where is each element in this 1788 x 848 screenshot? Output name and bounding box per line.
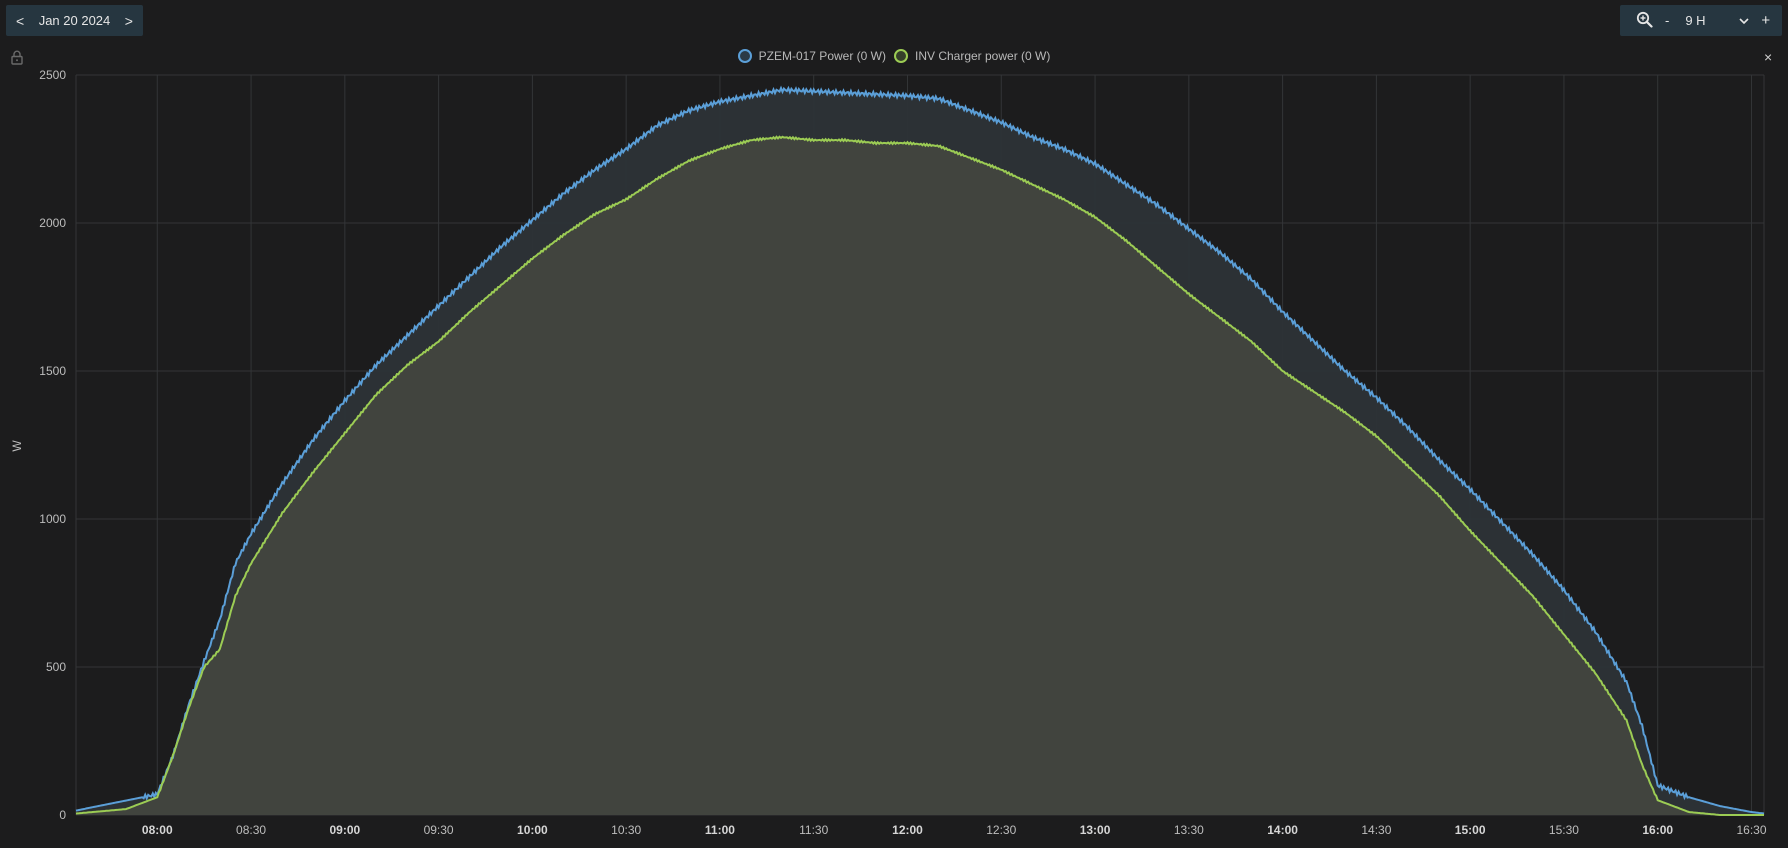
- legend-marker-pzem: [737, 49, 752, 63]
- date-label[interactable]: Jan 20 2024: [38, 13, 111, 28]
- x-tick-12:30: 12:30: [986, 823, 1016, 837]
- y-tick-2500: 2500: [39, 68, 66, 82]
- area-series-1: [76, 136, 1764, 815]
- x-tick-11:30: 11:30: [799, 823, 828, 837]
- line-series-1[interactable]: [75, 135, 1764, 816]
- close-icon[interactable]: ×: [1764, 49, 1773, 65]
- legend-item-inv[interactable]: INV Charger power (0 W): [893, 49, 1051, 63]
- x-tick-14:30: 14:30: [1361, 823, 1391, 837]
- y-axis-label: W: [10, 440, 24, 452]
- zoom-in-button[interactable]: +: [1761, 12, 1771, 29]
- legend-item-pzem[interactable]: PZEM-017 Power (0 W): [737, 49, 886, 63]
- y-tick-500: 500: [46, 660, 66, 674]
- x-tick-08:30: 08:30: [236, 823, 266, 837]
- y-tick-1500: 1500: [39, 364, 66, 378]
- chart-areas: [76, 88, 1764, 816]
- chevron-down-icon[interactable]: [1739, 13, 1749, 28]
- x-tick-13:30: 13:30: [1174, 823, 1204, 837]
- zoom-out-button[interactable]: -: [1665, 13, 1670, 28]
- x-tick-10:00: 10:00: [517, 823, 548, 837]
- x-tick-10:30: 10:30: [611, 823, 641, 837]
- lock-icon[interactable]: [11, 50, 23, 70]
- x-tick-12:00: 12:00: [892, 823, 923, 837]
- x-tick-13:00: 13:00: [1080, 823, 1111, 837]
- chart-lines: [75, 85, 1765, 816]
- y-axis-ticks: 0 500 1000 1500 2000 2500: [39, 68, 66, 822]
- line-series-0[interactable]: [75, 85, 1765, 815]
- x-tick-09:30: 09:30: [424, 823, 454, 837]
- legend-label-inv: INV Charger power (0 W): [914, 49, 1051, 63]
- x-tick-15:30: 15:30: [1549, 823, 1579, 837]
- next-date-button[interactable]: >: [124, 12, 133, 29]
- x-axis-ticks: 08:00 08:30 09:00 09:30 10:00 10:30 11:00 11:30…: [142, 823, 1767, 837]
- date-navigator: < Jan 20 2024 >: [6, 5, 143, 36]
- zoom-control: - 9 H +: [1620, 5, 1782, 36]
- y-tick-2000: 2000: [39, 216, 66, 230]
- x-tick-15:00: 15:00: [1455, 823, 1486, 837]
- chart-legend: PZEM-017 Power (0 W) INV Charger power (…: [0, 49, 1788, 63]
- x-tick-16:30: 16:30: [1736, 823, 1766, 837]
- legend-label-pzem: PZEM-017 Power (0 W): [758, 49, 886, 63]
- x-tick-08:00: 08:00: [142, 823, 173, 837]
- x-tick-14:00: 14:00: [1267, 823, 1298, 837]
- y-tick-0: 0: [59, 808, 66, 822]
- x-tick-09:00: 09:00: [329, 823, 360, 837]
- prev-date-button[interactable]: <: [16, 12, 25, 29]
- x-tick-16:00: 16:00: [1642, 823, 1673, 837]
- zoom-in-icon[interactable]: [1636, 11, 1653, 31]
- x-tick-11:00: 11:00: [705, 823, 735, 837]
- y-tick-1000: 1000: [39, 512, 66, 526]
- zoom-range-select[interactable]: 9 H: [1685, 13, 1706, 28]
- legend-marker-inv: [893, 49, 908, 63]
